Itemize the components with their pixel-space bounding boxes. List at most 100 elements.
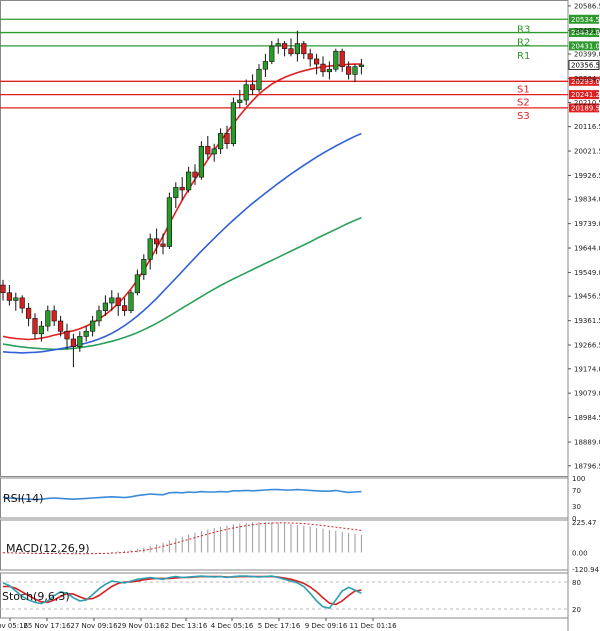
candle-up: [173, 187, 179, 198]
macd-tick-label: 225.47: [572, 519, 597, 527]
candle-down: [313, 58, 320, 65]
candle-up: [230, 102, 237, 145]
level-price-box: [569, 41, 599, 51]
stoch-tick-label: 80: [572, 579, 581, 587]
candle-up: [109, 297, 115, 304]
price-tick-label: 19456.5: [574, 293, 600, 301]
time-tick-label: 27 Nov 09:16: [70, 622, 118, 630]
macd-tick-label: 0.00: [572, 549, 588, 557]
candle-up: [358, 64, 365, 67]
candle-down: [32, 318, 38, 335]
time-tick-label: 25 Nov 17:16: [23, 622, 71, 630]
candle-down: [320, 63, 326, 73]
candle-up: [134, 274, 141, 294]
candle-up: [211, 148, 217, 155]
candle-up: [352, 66, 358, 75]
price-tick-label: 19549.0: [574, 269, 600, 277]
candle-down: [345, 66, 352, 75]
candle-up: [294, 43, 301, 55]
candle-down: [19, 297, 25, 309]
level-label-r2: R2: [517, 38, 530, 49]
price-tick-label: 19361.5: [574, 317, 600, 325]
candle-down: [339, 50, 345, 67]
current-price-value: 20356.5: [571, 61, 600, 69]
level-price-value: 20534.5: [571, 16, 600, 24]
rsi-tick-label: 30: [572, 503, 581, 511]
candle-down: [6, 292, 12, 301]
level-price-box: [569, 76, 599, 86]
price-tick-label: 20021.5: [574, 148, 600, 156]
candle-up: [166, 197, 173, 247]
candle-up: [326, 68, 333, 73]
price-tick-label: 19739.0: [574, 220, 600, 228]
candle-up: [186, 171, 192, 191]
candle-down: [192, 171, 198, 178]
candle-down: [51, 310, 57, 322]
candle-down: [307, 53, 313, 60]
macd-panel: 225.47 0.00 -120.94 MACD(12,26,9): [0, 519, 600, 574]
candle-down: [25, 307, 32, 319]
level-price-box: [569, 14, 599, 24]
rsi-tick-label: 70: [572, 487, 581, 495]
price-tick-label: 20399.0: [574, 51, 600, 59]
level-price-value: 20241.2: [571, 91, 600, 99]
stoch-label: Stoch(9,6,3): [2, 590, 70, 603]
candle-up: [128, 292, 134, 312]
level-price-value: 20189.5: [571, 104, 600, 112]
price-axis: 20586.5 20491.0 20399.0 20304.0 20210.5 20116…: [568, 2, 600, 470]
stoch-tick-label: 20: [572, 606, 581, 614]
candle-down: [115, 297, 121, 306]
candle-down: [288, 48, 294, 55]
candle-down: [224, 133, 230, 145]
candle-up: [275, 43, 281, 47]
level-price-box: [569, 28, 599, 38]
candle-up: [198, 145, 205, 178]
current-price-box: [568, 59, 600, 70]
time-tick-label: 2 Dec 13:16: [165, 622, 208, 630]
candle-up: [141, 259, 147, 276]
stoch-panel: 80 20 Stoch(9,6,3): [0, 572, 581, 619]
candle-up: [243, 84, 249, 101]
level-label-s2: S2: [517, 98, 530, 109]
level-label-r3: R3: [517, 24, 530, 35]
candle-down: [122, 305, 128, 312]
rsi-label: RSI(14): [3, 492, 43, 505]
time-tick-label: 11 Dec 01:16: [349, 622, 397, 630]
level-price-value: 20482.8: [571, 29, 600, 37]
candle-up: [237, 99, 243, 103]
level-label-r1: R1: [517, 51, 530, 62]
price-tick-label: 19644.0: [574, 245, 600, 253]
candle-down: [205, 145, 211, 155]
level-label-s3: S3: [517, 111, 530, 122]
time-tick-label: Nov 05:16: [0, 622, 29, 630]
price-frame: [0, 0, 569, 477]
candle-up: [77, 336, 83, 347]
price-tick-label: 20210.5: [574, 99, 600, 107]
candle-down: [57, 320, 64, 332]
macd-tick-label: -120.94: [572, 566, 600, 574]
price-tick-label: 18889.0: [574, 438, 600, 446]
price-tick-label: 18796.5: [574, 462, 600, 470]
candle-up: [96, 310, 102, 322]
candle-up: [102, 302, 108, 312]
candle-down: [0, 284, 6, 294]
rsi-tick-label: 100: [572, 475, 585, 483]
candle-up: [45, 310, 51, 327]
price-tick-label: 19079.0: [574, 390, 600, 398]
time-tick-label: 9 Dec 09:16: [305, 622, 348, 630]
candle-down: [250, 84, 256, 91]
candle-up: [147, 238, 153, 260]
candle-up: [262, 61, 269, 70]
ma-mid-line: [2, 132, 362, 354]
price-tick-label: 19266.5: [574, 342, 600, 350]
price-tick-label: 19174.0: [574, 365, 600, 373]
rsi-panel: 100 70 30 0 RSI(14): [0, 475, 585, 523]
level-label-s1: S1: [517, 84, 530, 95]
candle-down: [301, 43, 307, 55]
candles: [0, 30, 365, 368]
price-tick-label: 18984.5: [574, 414, 600, 422]
macd-label: MACD(12,26,9): [6, 542, 90, 555]
level-price-value: 20431.0: [571, 42, 600, 50]
candle-up: [218, 133, 224, 150]
